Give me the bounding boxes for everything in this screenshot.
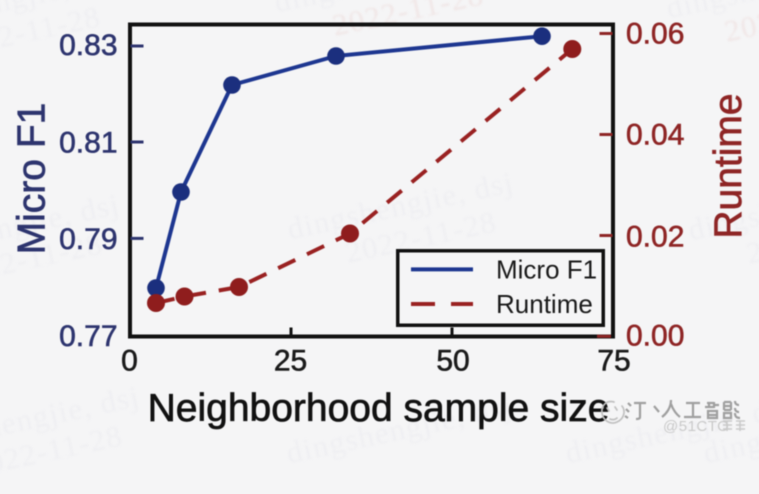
svg-text:75: 75	[597, 345, 630, 378]
svg-text:0.02: 0.02	[626, 221, 684, 254]
svg-text:25: 25	[274, 345, 307, 378]
svg-text:0.00: 0.00	[626, 320, 684, 353]
svg-text:Micro F1: Micro F1	[496, 255, 597, 285]
svg-text:0.81: 0.81	[59, 127, 117, 160]
svg-text:@51CTO: @51CTO	[663, 418, 729, 435]
svg-text:0: 0	[121, 345, 138, 378]
svg-text:Micro F1: Micro F1	[11, 103, 54, 255]
svg-text:0.83: 0.83	[59, 29, 117, 62]
svg-text:0.77: 0.77	[59, 320, 117, 353]
svg-text:0.79: 0.79	[59, 223, 117, 256]
svg-text:Neighborhood sample size: Neighborhood sample size	[148, 387, 610, 430]
svg-text:Runtime: Runtime	[707, 93, 750, 238]
svg-text:Runtime: Runtime	[496, 289, 593, 319]
svg-text:0.04: 0.04	[626, 119, 684, 152]
svg-text:50: 50	[436, 345, 469, 378]
svg-text:0.06: 0.06	[626, 18, 684, 51]
